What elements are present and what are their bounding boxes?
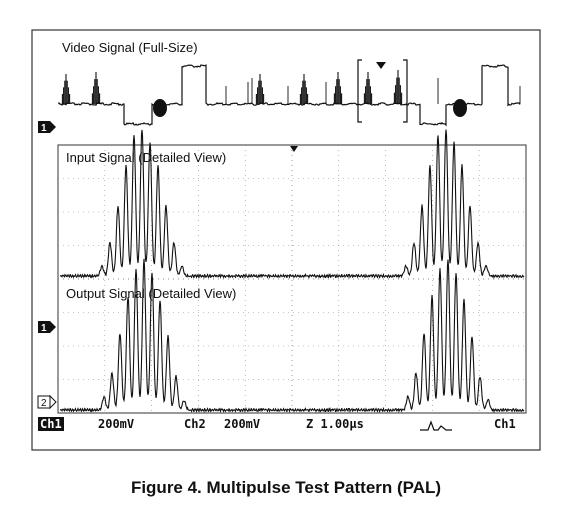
trigger-marker (290, 146, 298, 152)
svg-text:1: 1 (41, 323, 47, 334)
video-panel-title: Video Signal (Full-Size) (62, 40, 198, 55)
timebase-readout: Z 1.00µs (306, 417, 364, 431)
input-signal-trace (60, 129, 525, 280)
zoom-bracket (357, 59, 408, 123)
video-ch1-marker: 1 (38, 121, 56, 134)
output-signal-trace (60, 258, 525, 414)
ch2-scale: 200mV (224, 417, 260, 431)
ch2-label: Ch2 (184, 417, 206, 431)
detail-ch1-marker: 1 (38, 321, 56, 334)
svg-text:2: 2 (41, 398, 47, 409)
video-sync-burst (153, 99, 167, 117)
ch1-badge: Ch1 (40, 417, 62, 431)
video-sync-burst (453, 99, 467, 117)
ch1-badge-bg (38, 417, 64, 431)
status-bar: Ch1 200mV Ch2 200mV Z 1.00µs Ch1 (38, 417, 516, 431)
input-panel-title: Input Signal (Detailed View) (66, 150, 226, 165)
trigger-source: Ch1 (494, 417, 516, 431)
video-bursts (61, 70, 521, 117)
video-panel: Video Signal (Full-Size) 1 (38, 40, 521, 134)
video-signal-trace (57, 64, 521, 127)
trigger-edge-icon (420, 420, 452, 431)
scope-frame (31, 29, 541, 451)
detail-ch2-marker: 2 (37, 394, 57, 410)
svg-text:1: 1 (41, 123, 47, 134)
zoom-position-marker (376, 62, 386, 69)
figure-caption: Figure 4. Multipulse Test Pattern (PAL) (130, 478, 442, 497)
ch1-scale: 200mV (98, 417, 134, 431)
